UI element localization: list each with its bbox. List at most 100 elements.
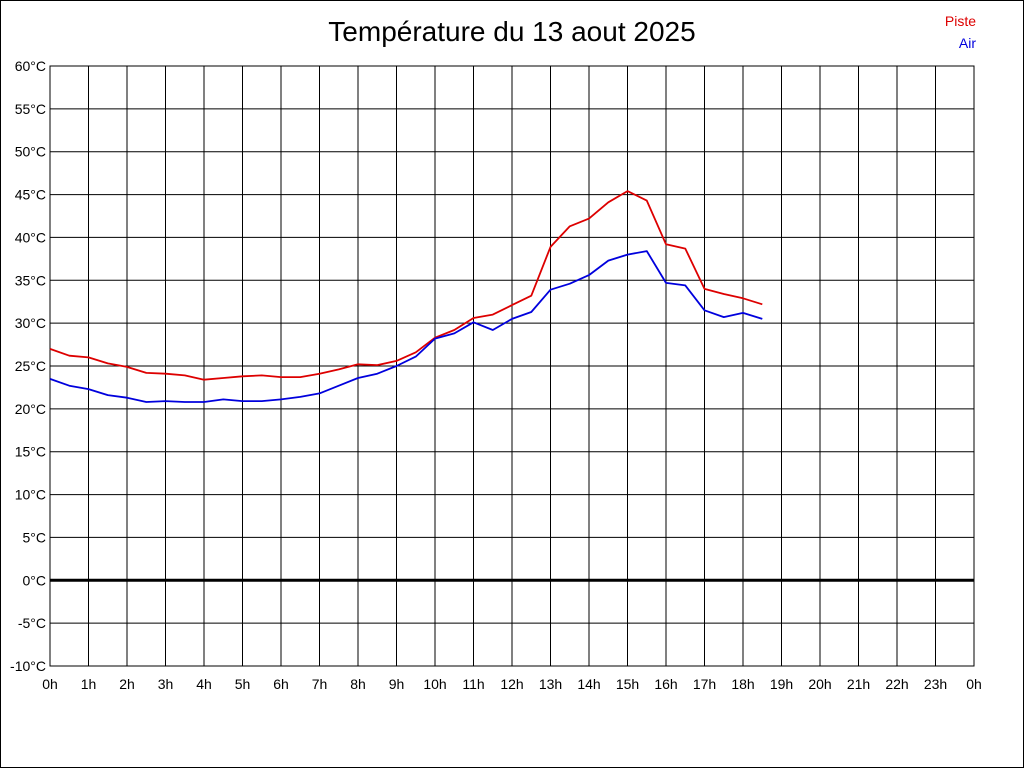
data-point-air <box>530 311 532 313</box>
data-point-piste <box>357 363 359 365</box>
y-tick-label: 55°C <box>15 101 46 117</box>
y-tick-label: 20°C <box>15 401 46 417</box>
data-point-air <box>319 392 321 394</box>
x-tick-label: 21h <box>847 676 870 692</box>
data-point-air <box>704 309 706 311</box>
y-tick-label: 0°C <box>23 572 47 588</box>
legend-air: Air <box>958 35 976 51</box>
x-tick-label: 2h <box>119 676 135 692</box>
data-point-air <box>203 401 205 403</box>
data-point-piste <box>107 362 109 364</box>
data-point-piste <box>49 348 51 350</box>
data-point-piste <box>627 190 629 192</box>
data-point-air <box>145 401 147 403</box>
data-point-air <box>376 373 378 375</box>
data-point-piste <box>68 355 70 357</box>
data-point-piste <box>569 225 571 227</box>
data-point-piste <box>665 243 667 245</box>
x-tick-label: 18h <box>731 676 754 692</box>
data-point-air <box>280 398 282 400</box>
y-tick-label: 5°C <box>23 529 47 545</box>
x-tick-label: 19h <box>770 676 793 692</box>
x-tick-label: 0h <box>966 676 982 692</box>
y-tick-label: 25°C <box>15 358 46 374</box>
x-tick-label: 7h <box>312 676 328 692</box>
x-tick-label: 16h <box>654 676 677 692</box>
data-point-piste <box>530 295 532 297</box>
data-point-air <box>665 282 667 284</box>
data-point-air <box>261 400 263 402</box>
x-tick-label: 1h <box>81 676 97 692</box>
series-line-piste <box>49 190 763 381</box>
data-point-air <box>299 396 301 398</box>
data-point-air <box>396 365 398 367</box>
x-tick-label: 10h <box>423 676 446 692</box>
x-tick-label: 23h <box>924 676 947 692</box>
y-tick-label: -5°C <box>18 615 46 631</box>
data-point-air <box>588 274 590 276</box>
data-point-piste <box>222 377 224 379</box>
data-point-air <box>511 318 513 320</box>
data-point-piste <box>607 201 609 203</box>
y-tick-label: 10°C <box>15 487 46 503</box>
data-point-air <box>569 283 571 285</box>
y-tick-label: 60°C <box>15 58 46 74</box>
legend-piste: Piste <box>944 13 976 29</box>
data-point-air <box>492 329 494 331</box>
data-point-piste <box>280 376 282 378</box>
x-tick-label: 6h <box>273 676 289 692</box>
y-tick-label: 30°C <box>15 315 46 331</box>
data-point-air <box>242 400 244 402</box>
data-point-air <box>68 385 70 387</box>
x-tick-label: 14h <box>577 676 600 692</box>
data-point-air <box>761 318 763 320</box>
data-point-piste <box>299 376 301 378</box>
y-tick-label: 40°C <box>15 229 46 245</box>
data-point-piste <box>646 200 648 202</box>
data-point-piste <box>242 375 244 377</box>
data-point-piste <box>165 373 167 375</box>
data-point-air <box>222 398 224 400</box>
data-point-piste <box>145 372 147 374</box>
data-point-piste <box>184 374 186 376</box>
data-point-piste <box>319 373 321 375</box>
data-point-piste <box>684 248 686 250</box>
y-tick-label: 45°C <box>15 187 46 203</box>
data-point-piste <box>511 304 513 306</box>
data-point-air <box>126 397 128 399</box>
data-point-air <box>684 284 686 286</box>
x-tick-label: 15h <box>616 676 639 692</box>
data-point-piste <box>415 351 417 353</box>
data-point-piste <box>473 317 475 319</box>
data-point-piste <box>396 360 398 362</box>
data-point-piste <box>376 364 378 366</box>
y-tick-label: 15°C <box>15 444 46 460</box>
x-tick-label: 20h <box>808 676 831 692</box>
data-point-air <box>646 250 648 252</box>
data-point-piste <box>453 329 455 331</box>
data-point-piste <box>761 303 763 305</box>
data-point-air <box>607 260 609 262</box>
data-point-piste <box>704 288 706 290</box>
data-point-piste <box>203 379 205 381</box>
x-tick-label: 12h <box>500 676 523 692</box>
x-tick-label: 5h <box>235 676 251 692</box>
data-point-air <box>415 356 417 358</box>
x-tick-label: 3h <box>158 676 174 692</box>
x-tick-label: 4h <box>196 676 212 692</box>
data-point-air <box>165 400 167 402</box>
data-point-piste <box>742 297 744 299</box>
data-point-piste <box>338 368 340 370</box>
x-tick-label: 8h <box>350 676 366 692</box>
data-point-air <box>338 385 340 387</box>
data-point-piste <box>88 356 90 358</box>
data-point-piste <box>261 374 263 376</box>
y-tick-label: 50°C <box>15 144 46 160</box>
data-point-air <box>49 378 51 380</box>
plot-border <box>49 65 975 667</box>
data-point-air <box>723 316 725 318</box>
data-point-air <box>88 388 90 390</box>
data-point-air <box>453 332 455 334</box>
y-tick-label: 35°C <box>15 272 46 288</box>
